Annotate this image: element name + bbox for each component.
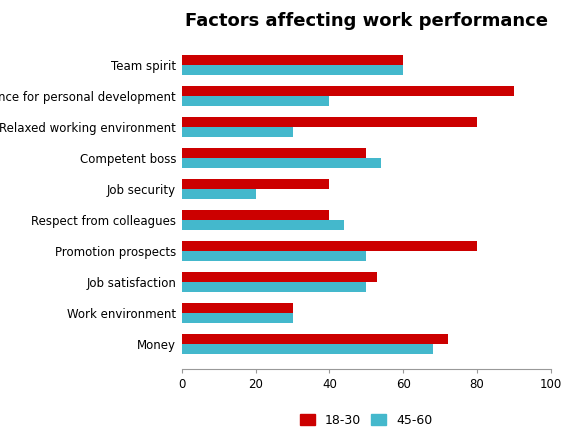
Bar: [182, 148, 366, 158]
Bar: [182, 55, 403, 65]
Bar: [182, 334, 448, 344]
Bar: [182, 251, 366, 261]
Bar: [182, 117, 477, 127]
Bar: [182, 220, 344, 230]
Bar: [182, 210, 329, 220]
Bar: [182, 65, 403, 75]
Bar: [182, 303, 293, 313]
Bar: [182, 179, 329, 189]
Bar: [182, 241, 477, 251]
Bar: [182, 313, 293, 323]
Bar: [182, 189, 256, 198]
Bar: [182, 96, 329, 106]
Bar: [182, 86, 514, 96]
Legend: 18-30, 45-60: 18-30, 45-60: [294, 408, 439, 433]
Bar: [182, 158, 381, 168]
Bar: [182, 344, 433, 353]
Bar: [182, 127, 293, 137]
Bar: [182, 272, 378, 281]
Bar: [182, 281, 366, 292]
Title: Factors affecting work performance: Factors affecting work performance: [185, 12, 548, 30]
